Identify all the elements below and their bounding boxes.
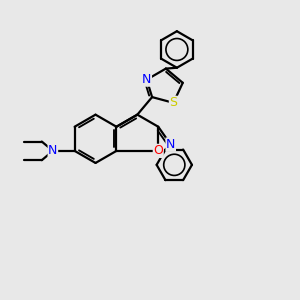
Text: N: N [48,144,58,158]
Text: N: N [166,138,175,151]
Text: S: S [169,96,177,109]
Text: N: N [142,73,152,86]
Text: O: O [153,144,163,158]
